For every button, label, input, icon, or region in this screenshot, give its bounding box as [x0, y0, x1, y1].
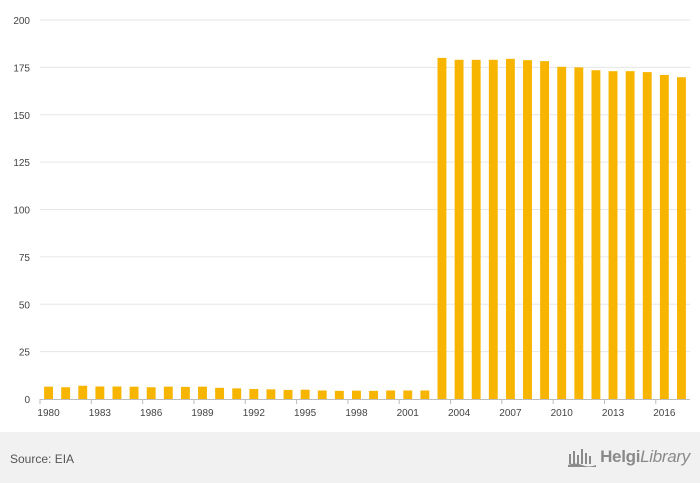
x-tick-label: 1992 [243, 408, 266, 419]
bar-2005 [471, 59, 481, 400]
bar-1999 [369, 390, 378, 399]
y-tick-label: 150 [13, 111, 30, 122]
bar-1994 [283, 389, 293, 399]
bar-1988 [180, 386, 190, 399]
bar-2008 [523, 60, 532, 400]
y-tick-label: 125 [13, 158, 30, 169]
y-tick-label: 175 [13, 63, 30, 74]
x-tick-label: 2010 [551, 408, 574, 419]
bar-1992 [249, 388, 259, 399]
y-tick-label: 50 [19, 300, 31, 311]
x-tick-label: 1995 [294, 408, 317, 419]
bar-1990 [215, 387, 225, 399]
bar-1985 [129, 386, 139, 399]
y-tick-label: 200 [13, 16, 30, 27]
bar-2012 [591, 70, 601, 399]
footer: Source: EIA HelgiLibrary [0, 432, 700, 483]
logo-helgi: Helgi [600, 447, 641, 466]
bar-1997 [334, 390, 344, 399]
y-tick-label: 0 [24, 395, 30, 406]
bar-1987 [163, 386, 173, 399]
grid-lines [40, 19, 690, 353]
logo-wordmark: HelgiLibrary [600, 447, 690, 467]
bars [44, 57, 686, 400]
x-tick-label: 1983 [89, 408, 112, 419]
y-tick-label: 25 [19, 348, 31, 359]
bar-2011 [574, 67, 584, 400]
bar-1998 [352, 390, 361, 399]
bar-1982 [78, 385, 88, 399]
x-tick-label: 1989 [191, 408, 214, 419]
x-tick-label: 1986 [140, 408, 163, 419]
bar-2001 [403, 390, 413, 399]
bar-2009 [540, 61, 550, 400]
bar-1989 [198, 386, 207, 399]
bar-1981 [61, 387, 71, 399]
axes: 0 25 50 75 100 125 150 175 200 1980 1983 1986 1989 19… [13, 16, 690, 419]
bar-2010 [557, 66, 567, 399]
bar-1983 [95, 386, 105, 399]
x-tick-label: 2007 [499, 408, 522, 419]
helgi-library-logo[interactable]: HelgiLibrary [568, 446, 690, 468]
bar-2000 [386, 390, 396, 399]
bar-2004 [454, 59, 464, 400]
bar-2003 [437, 57, 447, 400]
bar-1991 [232, 388, 242, 399]
x-tick-label: 2001 [397, 408, 420, 419]
x-tick-label: 2013 [602, 408, 625, 419]
helgi-library-logo-icon [568, 449, 597, 467]
y-tick-label: 100 [13, 206, 30, 217]
source-label: Source: EIA [10, 452, 75, 466]
bar-2014 [625, 71, 635, 400]
bar-1986 [146, 387, 156, 399]
bar-1993 [266, 389, 276, 399]
bar-2006 [488, 59, 498, 400]
bar-2013 [608, 71, 618, 400]
x-tick-label: 2016 [653, 408, 676, 419]
bar-2017 [677, 77, 686, 399]
x-tick-label: 1998 [345, 408, 368, 419]
bar-1995 [300, 389, 310, 399]
bar-1980 [44, 386, 53, 399]
bar-1984 [112, 386, 122, 399]
bar-2002 [420, 390, 430, 399]
bar-2007 [505, 58, 515, 399]
x-tick-label: 1980 [37, 408, 60, 419]
logo-library: Library [640, 447, 690, 466]
bar-2015 [642, 72, 652, 400]
x-tick-label: 2004 [448, 408, 471, 419]
bar-2016 [659, 74, 669, 399]
y-tick-label: 75 [19, 253, 31, 264]
bar-1996 [317, 390, 327, 399]
bar-chart: 0 25 50 75 100 125 150 175 200 1980 1983 1986 1989 19… [13, 16, 690, 419]
